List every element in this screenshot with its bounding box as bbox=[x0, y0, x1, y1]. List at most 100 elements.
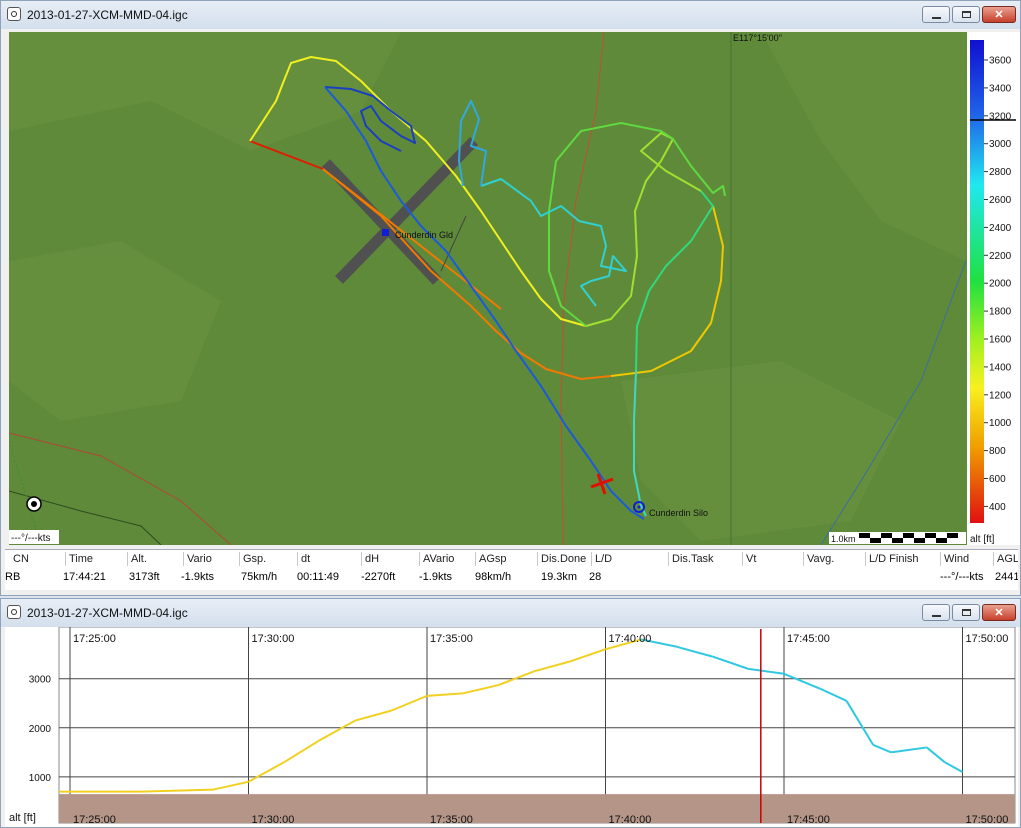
column-header[interactable]: dH bbox=[365, 553, 380, 565]
graph-window: 2013-01-27-XCM-MMD-04.igc 3000 2000 1000 17… bbox=[0, 598, 1021, 828]
altitude-trace-segment bbox=[283, 739, 321, 764]
waypoint-cunderdin-gld[interactable]: Cunderdin Gld bbox=[382, 229, 453, 240]
time-label-top: 17:30:00 bbox=[252, 633, 295, 645]
column-header[interactable]: Time bbox=[69, 553, 94, 565]
maximize-button[interactable] bbox=[952, 604, 980, 621]
altitude-graph[interactable]: 3000 2000 1000 17:25:00 17:25:00 17:30:00 17:3… bbox=[5, 627, 1018, 827]
maximize-button[interactable] bbox=[952, 6, 980, 23]
time-label-bottom: 17:30:00 bbox=[252, 814, 295, 826]
column-header[interactable]: AVario bbox=[423, 553, 455, 565]
minimize-button[interactable] bbox=[922, 604, 950, 621]
column-separator[interactable] bbox=[65, 552, 66, 566]
flight-track bbox=[249, 56, 726, 520]
window-title: 2013-01-27-XCM-MMD-04.igc bbox=[27, 606, 188, 620]
legend-tick-label: 3000 bbox=[989, 139, 1012, 150]
legend-tick-label: 2000 bbox=[989, 279, 1012, 290]
column-separator[interactable] bbox=[475, 552, 476, 566]
column-separator[interactable] bbox=[865, 552, 866, 566]
column-separator[interactable] bbox=[993, 552, 994, 566]
table-cell: 17:44:21 bbox=[63, 571, 106, 583]
time-label-top: 17:45:00 bbox=[787, 633, 830, 645]
svg-text:1.0km: 1.0km bbox=[831, 534, 856, 544]
column-header[interactable]: dt bbox=[301, 553, 311, 565]
column-header[interactable]: AGsp bbox=[479, 553, 507, 565]
column-separator[interactable] bbox=[297, 552, 298, 566]
column-header[interactable]: Dis.Done bbox=[541, 553, 587, 565]
scale-segment bbox=[892, 533, 903, 538]
table-cell: 2441 bbox=[995, 571, 1018, 583]
legend-tick-label: 1000 bbox=[989, 418, 1012, 429]
table-cell: -2270ft bbox=[361, 571, 396, 583]
table-cell: 28 bbox=[589, 571, 602, 583]
legend-tick-label: 1600 bbox=[989, 335, 1012, 346]
close-button[interactable] bbox=[982, 604, 1016, 621]
column-header[interactable]: AGL bbox=[997, 553, 1018, 565]
waypoint-cunderdin-silo[interactable]: Cunderdin Silo bbox=[633, 501, 708, 518]
altitude-trace-segment bbox=[890, 746, 927, 754]
column-separator[interactable] bbox=[537, 552, 538, 566]
table-row[interactable]: RB 17:44:21 3173ft -1.9kts 75km/h 00:11:49 -22… bbox=[5, 568, 1018, 586]
graph-window-titlebar[interactable]: 2013-01-27-XCM-MMD-04.igc bbox=[1, 599, 1020, 627]
y-tick-label: 3000 bbox=[29, 675, 52, 686]
time-label-top: 17:35:00 bbox=[430, 633, 473, 645]
scale-segment bbox=[914, 538, 925, 543]
column-separator[interactable] bbox=[127, 552, 128, 566]
scale-segment bbox=[936, 533, 947, 538]
column-separator[interactable] bbox=[803, 552, 804, 566]
column-header[interactable]: Vt bbox=[746, 553, 757, 565]
map-window-titlebar[interactable]: 2013-01-27-XCM-MMD-04.igc bbox=[1, 1, 1020, 29]
runway bbox=[321, 137, 478, 285]
table-cell: -1.9kts bbox=[419, 571, 453, 583]
legend-tick-label: 1200 bbox=[989, 390, 1012, 401]
altitude-trace-segment bbox=[944, 761, 963, 773]
column-header[interactable]: Alt. bbox=[131, 553, 147, 565]
sector-line bbox=[440, 215, 467, 272]
legend-tick-label: 2600 bbox=[989, 195, 1012, 206]
minimize-button[interactable] bbox=[922, 6, 950, 23]
legend-tick-label: 3200 bbox=[989, 111, 1012, 122]
column-separator[interactable] bbox=[742, 552, 743, 566]
legend-tick-label: 2400 bbox=[989, 223, 1012, 234]
column-header[interactable]: Gsp. bbox=[243, 553, 267, 565]
column-separator[interactable] bbox=[591, 552, 592, 566]
waypoint-label: Cunderdin Silo bbox=[649, 508, 708, 518]
map-window: 2013-01-27-XCM-MMD-04.igc bbox=[0, 0, 1021, 596]
altitude-trace-segment bbox=[712, 655, 749, 670]
terrain-profile bbox=[59, 794, 1015, 823]
map-view[interactable]: Cunderdin Gld Cunderdin Silo E117°15'00"… bbox=[9, 32, 1020, 545]
column-separator[interactable] bbox=[940, 552, 941, 566]
altitude-trace-segment bbox=[926, 746, 946, 763]
scale-segment bbox=[903, 538, 914, 543]
legend-tick-label: 2800 bbox=[989, 167, 1012, 178]
time-label-bottom: 17:50:00 bbox=[966, 814, 1009, 826]
column-separator[interactable] bbox=[183, 552, 184, 566]
column-separator[interactable] bbox=[361, 552, 362, 566]
scale-segment bbox=[881, 538, 892, 543]
column-header[interactable]: CN bbox=[13, 553, 29, 565]
column-separator[interactable] bbox=[419, 552, 420, 566]
column-separator[interactable] bbox=[239, 552, 240, 566]
column-header[interactable]: Vario bbox=[187, 553, 212, 565]
column-header[interactable]: Wind bbox=[944, 553, 970, 565]
scale-bar: 1.0km bbox=[829, 532, 966, 544]
column-header[interactable]: L/D bbox=[595, 553, 613, 565]
terrain-shading bbox=[9, 32, 966, 541]
table-cell: -1.9kts bbox=[181, 571, 215, 583]
waypoint-label: Cunderdin Gld bbox=[395, 230, 453, 240]
altitude-trace-segment bbox=[248, 761, 285, 783]
scale-segment bbox=[870, 533, 881, 538]
column-separator[interactable] bbox=[668, 552, 669, 566]
altitude-trace-segment bbox=[141, 788, 213, 793]
legend-tick-label: 3600 bbox=[989, 56, 1012, 67]
wind-label-box bbox=[9, 530, 59, 544]
time-label-bottom: 17:25:00 bbox=[73, 814, 116, 826]
column-header[interactable]: Dis.Task bbox=[672, 553, 714, 565]
altitude-trace-segment bbox=[390, 694, 428, 712]
home-marker-icon bbox=[26, 496, 42, 512]
column-header[interactable]: Vavg. bbox=[807, 553, 835, 565]
legend-tick-label: 600 bbox=[989, 474, 1006, 485]
flight-info-table: CN Time Alt. Vario Gsp. dt dH AVario AGsp Dis.Don… bbox=[5, 549, 1018, 590]
close-button[interactable] bbox=[982, 6, 1016, 23]
column-header[interactable]: L/D Finish bbox=[869, 553, 919, 565]
glider-marker[interactable] bbox=[590, 473, 614, 495]
